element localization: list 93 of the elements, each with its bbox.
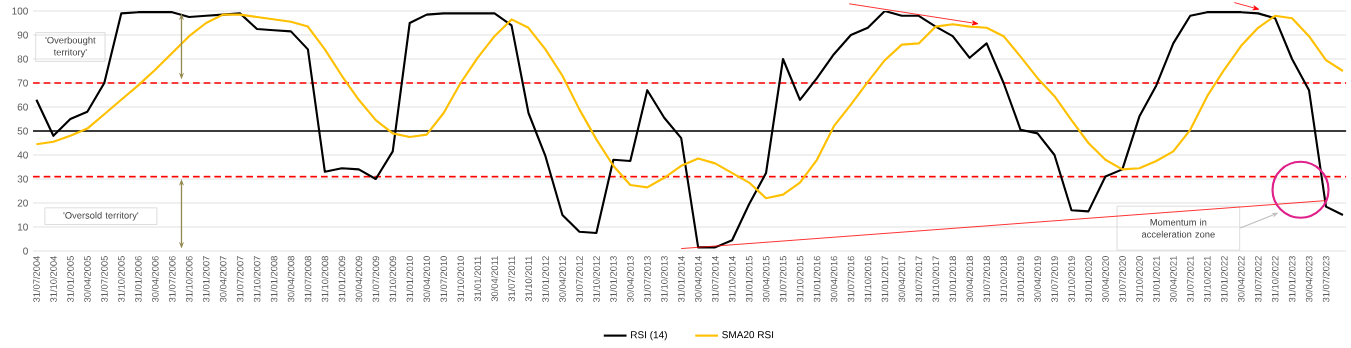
y-tick-label: 50 (17, 127, 28, 135)
x-tick-label: 30/04/2007 (219, 256, 227, 303)
x-tick-label: 30/04/2023 (1305, 256, 1313, 303)
x-tick-label: 31/07/2019 (1051, 256, 1058, 303)
x-tick-label: 31/01/2022 (1220, 256, 1228, 303)
x-tick-label: 31/01/2010 (406, 256, 414, 303)
x-tick-label: 31/07/2012 (575, 256, 583, 303)
x-tick-label: 30/04/2011 (491, 256, 498, 302)
x-tick-label: 31/01/2019 (1017, 256, 1024, 303)
x-tick-label: 31/07/2010 (440, 256, 448, 303)
x-tick-label: 30/04/2006 (151, 256, 159, 303)
x-tick-label: 31/01/2021 (1152, 256, 1160, 303)
legend-label: RSI (14) (631, 331, 667, 341)
y-tick-label: 80 (17, 55, 28, 63)
x-tick-label: 31/10/2008 (321, 256, 329, 303)
x-tick-label: 30/04/2018 (966, 256, 974, 303)
x-tick-label: 31/01/2015 (745, 256, 753, 303)
x-tick-label: 31/01/2012 (542, 256, 549, 303)
x-tick-label: 30/04/2008 (287, 256, 295, 303)
x-tick-label: 31/10/2004 (49, 255, 57, 303)
x-tick-label: 31/01/2014 (677, 255, 685, 303)
y-tick-label: 0 (23, 247, 28, 255)
x-tick-label: 31/01/2005 (66, 256, 74, 303)
x-tick-label: 31/10/2020 (1135, 256, 1143, 303)
x-tick-label: 31/10/2014 (728, 255, 736, 303)
x-tick-label: 31/10/2019 (1068, 256, 1075, 303)
legend-label: SMA20 RSI (722, 331, 774, 339)
x-tick-label: 31/10/2021 (1203, 256, 1211, 303)
x-tick-label: 30/04/2005 (83, 256, 91, 303)
y-tick-label: 10 (17, 223, 28, 231)
x-tick-label: 31/07/2013 (643, 256, 651, 303)
x-tick-label: 31/07/2011 (508, 256, 515, 302)
annotation: 'Oversold territory' (63, 211, 139, 221)
x-tick-label: 31/07/2021 (1186, 256, 1194, 303)
x-tick-label: 31/10/2009 (389, 256, 397, 303)
x-tick-label: 31/07/2005 (100, 256, 108, 303)
x-tick-label: 31/07/2009 (372, 256, 380, 303)
x-tick-label: 30/04/2016 (830, 256, 838, 303)
x-tick-label: 31/10/2006 (185, 256, 193, 303)
x-tick-label: 31/01/2009 (338, 256, 346, 303)
y-tick-label: 90 (17, 31, 28, 39)
x-tick-label: 31/10/2013 (660, 256, 668, 303)
x-tick-label: 31/10/2017 (932, 256, 940, 303)
x-tick-label: 31/10/2007 (253, 256, 261, 303)
x-tick-label: 31/10/2005 (117, 256, 125, 303)
y-tick-label: 20 (17, 199, 28, 207)
annotation: Momentum in acceleration zone (1141, 218, 1215, 238)
x-tick-label: 30/04/2021 (1169, 256, 1177, 303)
x-tick-label: 30/04/2014 (694, 255, 702, 303)
x-tick-label: 31/07/2018 (983, 256, 991, 303)
x-tick-label: 31/01/2008 (270, 256, 278, 303)
x-tick-label: 31/07/2015 (779, 256, 787, 303)
x-tick-label: 31/10/2011 (525, 256, 532, 302)
x-tick-label: 31/01/2016 (813, 256, 821, 303)
x-tick-label: 30/04/2009 (355, 256, 363, 303)
x-tick-label: 31/01/2020 (1085, 256, 1092, 303)
annotation: 'Overbought territory' (45, 36, 96, 58)
x-tick-label: 31/07/2004 (33, 255, 40, 303)
x-tick-label: 31/07/2022 (1254, 256, 1262, 303)
x-tick-label: 31/10/2010 (457, 256, 465, 303)
x-tick-label: 31/10/2012 (592, 256, 600, 303)
y-tick-label: 70 (17, 79, 28, 87)
x-tick-label: 31/07/2014 (711, 255, 719, 303)
x-tick-label: 31/01/2018 (949, 256, 957, 303)
x-tick-label: 30/04/2020 (1101, 256, 1109, 303)
x-tick-label: 31/07/2023 (1322, 256, 1330, 303)
x-tick-label: 30/04/2017 (898, 256, 906, 303)
x-tick-label: 31/01/2023 (1288, 256, 1296, 303)
x-tick-label: 31/01/2011 (474, 256, 481, 302)
y-tick-label: 40 (17, 151, 28, 159)
x-tick-label: 31/01/2007 (202, 256, 210, 303)
x-tick-label: 30/04/2022 (1237, 256, 1245, 303)
x-tick-label: 30/04/2019 (1034, 256, 1041, 303)
x-tick-label: 31/07/2016 (847, 256, 855, 303)
x-tick-label: 31/07/2008 (304, 256, 312, 303)
x-tick-label: 31/10/2016 (864, 256, 872, 303)
x-tick-label: 31/01/2017 (881, 256, 889, 303)
x-tick-label: 31/07/2020 (1118, 256, 1126, 303)
x-tick-label: 30/04/2010 (423, 256, 431, 303)
x-tick-label: 30/04/2012 (559, 256, 566, 303)
x-tick-label: 31/07/2006 (168, 256, 176, 303)
x-tick-label: 31/01/2006 (134, 256, 142, 303)
x-tick-label: 31/07/2007 (236, 256, 244, 303)
x-tick-label: 31/07/2017 (915, 256, 923, 303)
y-tick-label: 60 (17, 103, 28, 111)
x-tick-label: 31/10/2018 (1000, 256, 1008, 303)
x-tick-label: 31/10/2015 (796, 256, 804, 303)
y-tick-label: 30 (17, 175, 28, 183)
x-tick-label: 30/04/2015 (762, 256, 770, 303)
y-tick-label: 100 (12, 7, 28, 15)
x-tick-label: 31/01/2013 (609, 256, 617, 303)
x-tick-label: 31/10/2022 (1271, 256, 1279, 303)
x-tick-label: 30/04/2013 (626, 256, 634, 303)
